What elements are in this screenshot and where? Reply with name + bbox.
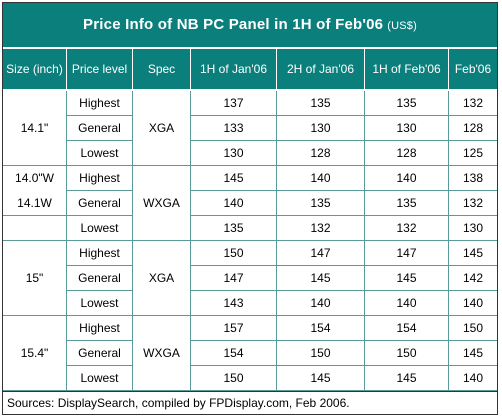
spec-cell: WXGA <box>133 166 191 241</box>
price-value-cell: 130 <box>277 116 365 141</box>
price-value-cell: 133 <box>191 116 277 141</box>
column-header: Spec <box>133 49 191 89</box>
price-value-cell: 150 <box>365 341 449 366</box>
price-value-cell: 140 <box>365 166 449 191</box>
price-value-cell: 154 <box>277 316 365 341</box>
price-value-cell: 135 <box>365 91 449 116</box>
price-value-cell: 128 <box>449 116 497 141</box>
size-cell-blank <box>3 216 67 241</box>
header-row: Size (inch) Price level Spec 1H of Jan'06 2H… <box>3 49 497 89</box>
spec-cell: WXGA <box>133 316 191 391</box>
price-value-cell: 135 <box>277 91 365 116</box>
spec-cell: XGA <box>133 241 191 316</box>
price-level-cell: Lowest <box>67 216 133 241</box>
table-title-bar: Price Info of NB PC Panel in 1H of Feb'0… <box>3 3 497 47</box>
price-value-cell: 140 <box>365 291 449 316</box>
price-value-cell: 130 <box>449 216 497 241</box>
price-value-cell: 130 <box>365 116 449 141</box>
column-header: Feb'06 <box>454 62 492 76</box>
price-value-cell: 147 <box>277 241 365 266</box>
price-value-cell: 128 <box>365 141 449 166</box>
price-value-cell: 150 <box>191 241 277 266</box>
price-value-cell: 142 <box>449 266 497 291</box>
price-level-cell: Lowest <box>67 366 133 391</box>
price-value-cell: 132 <box>365 216 449 241</box>
price-value-cell: 145 <box>277 266 365 291</box>
price-level-cell: General <box>67 191 133 216</box>
price-value-cell: 145 <box>365 266 449 291</box>
column-header: Size (inch) <box>3 49 67 89</box>
price-value-cell: 150 <box>277 341 365 366</box>
price-level-cell: Lowest <box>67 291 133 316</box>
price-value-cell: 140 <box>277 166 365 191</box>
price-value-cell: 140 <box>449 291 497 316</box>
price-level-cell: General <box>67 266 133 291</box>
price-value-cell: 145 <box>365 366 449 391</box>
size-line: 14.0"W <box>15 171 54 186</box>
price-value-cell: 132 <box>449 191 497 216</box>
price-value-cell: 145 <box>277 366 365 391</box>
price-value-cell: 138 <box>449 166 497 191</box>
price-level-cell: Highest <box>67 316 133 341</box>
price-value-cell: 130 <box>191 141 277 166</box>
size-cell: 14.1" <box>3 91 67 166</box>
price-value-cell: 135 <box>191 216 277 241</box>
size-line: 14.1W <box>17 195 52 210</box>
column-header: 1H of Feb'06 <box>365 49 449 89</box>
price-level-cell: Highest <box>67 91 133 116</box>
price-value-cell: 154 <box>191 341 277 366</box>
price-value-cell: 128 <box>277 141 365 166</box>
price-value-cell: 137 <box>191 91 277 116</box>
source-note: Sources: DisplaySearch, compiled by FPDi… <box>3 391 497 414</box>
size-cell: 15" <box>3 241 67 316</box>
spec-cell: XGA <box>133 91 191 166</box>
price-level-cell: Highest <box>67 241 133 266</box>
price-value-cell: 135 <box>277 191 365 216</box>
price-value-cell: 135 <box>365 191 449 216</box>
price-value-cell: 143 <box>191 291 277 316</box>
price-value-cell: 132 <box>449 91 497 116</box>
price-value-cell: 147 <box>191 266 277 291</box>
price-level-cell: General <box>67 341 133 366</box>
column-header: 1H of Jan'06 <box>191 49 277 89</box>
price-value-cell: 157 <box>191 316 277 341</box>
price-level-cell: Lowest <box>67 141 133 166</box>
price-value-cell: 150 <box>449 316 497 341</box>
column-header: 2H of Jan'06 <box>277 49 365 89</box>
price-table-frame: Price Info of NB PC Panel in 1H of Feb'0… <box>2 2 498 415</box>
price-value-cell: 140 <box>277 291 365 316</box>
price-value-cell: 145 <box>449 241 497 266</box>
price-value-cell: 125 <box>449 141 497 166</box>
price-value-cell: 140 <box>191 191 277 216</box>
table-title-unit: (US$) <box>387 20 417 32</box>
column-header: Price level <box>67 49 133 89</box>
price-value-cell: 150 <box>191 366 277 391</box>
price-value-cell: 140 <box>449 366 497 391</box>
table-title: Price Info of NB PC Panel in 1H of Feb'0… <box>83 16 384 33</box>
price-value-cell: 145 <box>191 166 277 191</box>
table-body: 14.1" XGA Highest 137 135 135 132 General 133 130… <box>3 91 497 391</box>
price-value-cell: 154 <box>365 316 449 341</box>
price-level-cell: Highest <box>67 166 133 191</box>
price-level-cell: General <box>67 116 133 141</box>
price-value-cell: 132 <box>277 216 365 241</box>
price-value-cell: 147 <box>365 241 449 266</box>
size-cell: 15.4" <box>3 316 67 391</box>
size-cell: 14.0"W 14.1W <box>3 166 67 216</box>
price-value-cell: 145 <box>449 341 497 366</box>
